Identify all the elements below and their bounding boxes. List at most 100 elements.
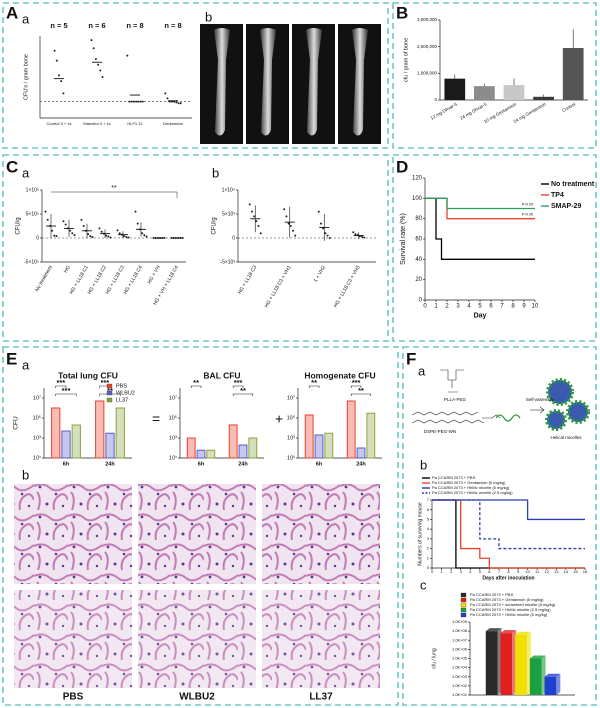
bar bbox=[562, 48, 584, 100]
y-tick-label: 1.0E+09 bbox=[452, 619, 468, 624]
data-point bbox=[55, 235, 58, 238]
xray-label: A bbox=[205, 26, 212, 37]
micrograph bbox=[262, 590, 380, 688]
x-tick-label: Gentamicin bbox=[163, 121, 183, 126]
diagram-label: PLLA-PEG bbox=[444, 397, 467, 402]
y-tick-label: 10³ bbox=[33, 435, 41, 441]
y-tick-label: 20 bbox=[415, 277, 422, 283]
annotation: *** bbox=[100, 378, 109, 387]
bar bbox=[515, 634, 527, 695]
data-point bbox=[139, 100, 142, 103]
n-label: n = 6 bbox=[88, 21, 105, 30]
bar bbox=[248, 437, 258, 459]
y-tick-label: 10¹ bbox=[287, 455, 295, 461]
y-tick-label: 2,000,000 bbox=[417, 44, 438, 49]
bar-top bbox=[529, 655, 546, 659]
significance-bracket bbox=[232, 385, 244, 388]
data-point bbox=[92, 47, 95, 50]
y-tick-label: 10⁵ bbox=[169, 414, 177, 421]
x-tick-label: Mannitol 3 + 1s bbox=[83, 121, 110, 126]
annotation: ** bbox=[107, 386, 113, 395]
y-tick-label: 1×10⁶ bbox=[26, 187, 39, 193]
legend-label: Pa CCARM 2073 + scrambled micelle (5 mg/… bbox=[470, 602, 556, 607]
x-axis-label: Days after inoculation bbox=[482, 576, 534, 582]
y-tick-label: 0 bbox=[419, 298, 423, 304]
y-tick-label: 10⁷ bbox=[287, 394, 295, 401]
bar bbox=[324, 432, 334, 459]
y-axis-label: CFU bbox=[13, 416, 20, 430]
y-tick-label: 60 bbox=[415, 237, 422, 243]
data-point bbox=[361, 236, 364, 239]
x-tick-label: 2 bbox=[445, 304, 449, 310]
x-tick-label: Control 3 + 1s bbox=[46, 121, 71, 126]
y-tick-label: 1.0E+04 bbox=[452, 665, 468, 670]
x-tick-label: HG + LL18 C3 + VH3 bbox=[333, 264, 362, 308]
legend-label: TP4 bbox=[551, 192, 564, 199]
significance-bracket bbox=[232, 393, 254, 396]
x-tick-label: 1 + VH2 bbox=[313, 264, 327, 283]
micrograph-label: WLBU2 bbox=[179, 692, 215, 703]
bar-side bbox=[556, 673, 561, 695]
n-label: n = 8 bbox=[126, 21, 143, 30]
data-point bbox=[141, 100, 144, 103]
data-point bbox=[181, 237, 184, 239]
y-tick-label: 4 bbox=[427, 526, 430, 531]
data-point bbox=[126, 54, 129, 57]
legend-swatch bbox=[460, 597, 467, 603]
data-point bbox=[363, 236, 366, 239]
legend-swatch bbox=[460, 592, 467, 598]
x-tick-label: 7 bbox=[500, 304, 504, 310]
diagram-label: DSPE-PEG-WN bbox=[424, 429, 456, 434]
x-tick-label: 5 bbox=[479, 569, 482, 574]
data-point bbox=[125, 236, 128, 239]
x-tick-label: 6h bbox=[198, 461, 205, 467]
survival-line bbox=[432, 499, 585, 569]
data-point bbox=[46, 218, 49, 221]
annotation: P<0.05 bbox=[522, 213, 533, 217]
data-point bbox=[109, 236, 112, 239]
x-tick-label: HG + LL18 C3 bbox=[237, 264, 258, 295]
data-point bbox=[132, 100, 135, 103]
y-tick-label: 2 bbox=[427, 546, 430, 551]
bar-top bbox=[485, 628, 502, 632]
data-point bbox=[294, 234, 297, 237]
xray-label: B bbox=[251, 26, 258, 37]
y-tick-label: 1.0E+02 bbox=[452, 683, 468, 688]
micrograph bbox=[14, 484, 132, 584]
annotation: *** bbox=[62, 386, 71, 395]
micelles bbox=[545, 378, 590, 431]
bone bbox=[214, 28, 230, 136]
annotation: *** bbox=[352, 378, 361, 387]
x-tick-label: 6h bbox=[63, 461, 70, 467]
y-axis-label: cfu / gram of bone bbox=[403, 38, 409, 82]
x-tick-label: HG + VH bbox=[147, 264, 162, 285]
data-point bbox=[134, 210, 137, 213]
legend-swatch bbox=[460, 607, 467, 613]
bar bbox=[346, 400, 356, 459]
x-tick-label: 0 bbox=[431, 569, 434, 574]
bar bbox=[485, 631, 498, 695]
data-point bbox=[289, 225, 292, 227]
bar-top bbox=[544, 673, 561, 677]
survival-line bbox=[432, 499, 585, 569]
data-point bbox=[128, 100, 131, 103]
data-point bbox=[118, 232, 121, 235]
data-point bbox=[259, 232, 262, 235]
x-tick-label: 6 bbox=[489, 304, 493, 310]
y-axis-label: Numbers of surviving mouse bbox=[417, 502, 423, 566]
x-tick-label: 24h bbox=[356, 461, 366, 467]
panel-label: D bbox=[396, 157, 408, 176]
y-tick-label: 1 bbox=[427, 555, 430, 560]
data-point bbox=[44, 210, 47, 213]
x-tick-label: 11 bbox=[535, 569, 540, 574]
y-tick-label: 3,000,000 bbox=[417, 17, 438, 22]
y-tick-label: 7 bbox=[427, 497, 430, 502]
y-tick-label: 0 bbox=[427, 565, 430, 570]
data-point bbox=[248, 203, 251, 206]
x-tick-label: 9 bbox=[517, 569, 520, 574]
y-tick-label: 1,000,000 bbox=[417, 71, 438, 76]
y-tick-label: 10³ bbox=[169, 435, 177, 441]
chart-title: Homogenate CFU bbox=[304, 370, 375, 380]
